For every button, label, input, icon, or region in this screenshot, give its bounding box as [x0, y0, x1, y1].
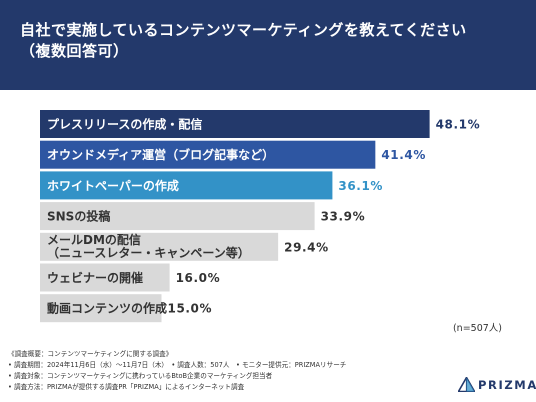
header-banner: 自社で実施しているコンテンツマーケティングを教えてください （複数回答可） — [0, 0, 536, 90]
survey-target: • 調査対象：コンテンツマーケティングに携わっているBtoB企業のマーケティング… — [8, 372, 273, 380]
bar-chart: プレスリリースの作成・配信 48.1% オウンドメディア運営（ブログ記事など） 41.… — [40, 110, 481, 323]
bar-value-label-5: 29.4% — [284, 240, 329, 254]
bar-value-label-1: 48.1% — [436, 118, 481, 132]
bar-category-label-1: プレスリリースの作成・配信 — [47, 117, 202, 132]
prizma-logo-text: PRIZMA — [478, 378, 536, 392]
bar-category-label-2: オウンドメディア運営（ブログ記事など） — [47, 147, 274, 162]
bar-2 — [40, 140, 376, 169]
bar-category-label-3: ホワイトペーパーの作成 — [47, 178, 179, 193]
prizma-logo-icon — [458, 377, 475, 392]
bar-5 — [40, 232, 279, 261]
bar-4 — [40, 202, 315, 231]
bar-1 — [40, 110, 430, 138]
survey-period: • 調査期間：2024年11月6日（水）〜11月7日（木） • 調査人数：507… — [8, 361, 347, 369]
bar-value-label-6: 16.0% — [176, 271, 221, 285]
chart-title: 自社で実施しているコンテンツマーケティングを教えてください （複数回答可） — [20, 21, 467, 60]
survey-overview: 《調査概要：コンテンツマーケティングに関する調査》 • 調査期間：2024年11… — [8, 349, 428, 393]
bar-category-label-4: SNSの投稿 — [47, 209, 110, 224]
bar-category-label-7: 動画コンテンツの作成 — [47, 301, 167, 316]
survey-method: • 調査方法：PRIZMAが提供する調査PR「PRIZMA」によるインターネット… — [8, 383, 245, 391]
survey-heading: 《調査概要：コンテンツマーケティングに関する調査》 — [8, 350, 173, 358]
bar-category-label-6: ウェビナーの開催 — [47, 270, 143, 285]
bar-value-label-3: 36.1% — [338, 179, 383, 193]
bar-3 — [40, 171, 333, 200]
bar-6 — [40, 263, 170, 292]
bar-category-label-5: メールDMの配信（ニュースレター・キャンペーン等） — [47, 232, 250, 260]
bar-value-label-2: 41.4% — [381, 148, 426, 162]
bar-7 — [40, 294, 162, 323]
sample-size-note: (n=507人) — [452, 323, 502, 334]
bar-value-label-7: 15.0% — [168, 302, 213, 316]
bar-value-label-4: 33.9% — [321, 210, 366, 224]
prizma-logo: PRIZMA — [458, 375, 536, 395]
